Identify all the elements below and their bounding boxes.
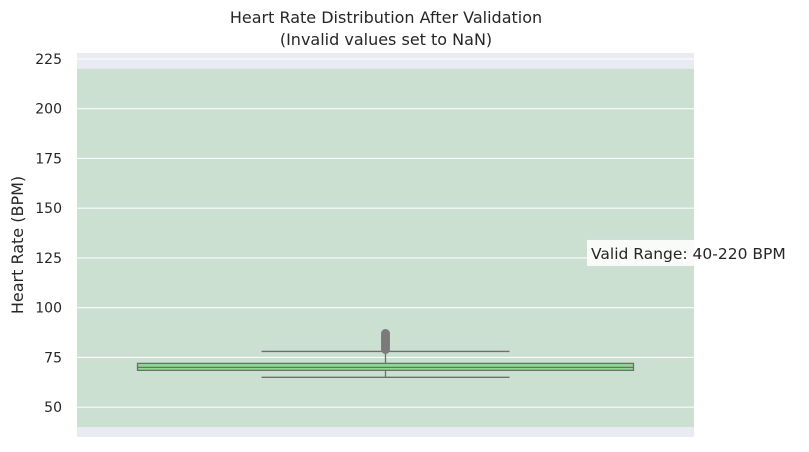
y-tick-label: 150 (35, 201, 62, 217)
y-tick-label: 50 (44, 400, 62, 416)
chart-title: Heart Rate Distribution After Validation (230, 8, 542, 27)
y-tick-label: 125 (35, 251, 62, 267)
y-tick-label: 75 (44, 350, 62, 366)
y-tick-label: 200 (35, 102, 62, 118)
outlier-point (381, 329, 390, 339)
valid-range-label-box (587, 239, 801, 266)
valid-range-label: Valid Range: 40-220 BPM (591, 245, 786, 263)
chart-subtitle: (Invalid values set to NaN) (280, 30, 492, 49)
y-tick-label: 225 (35, 52, 62, 68)
y-tick-label: 100 (35, 301, 62, 317)
y-axis-label: Heart Rate (BPM) (8, 176, 27, 314)
y-tick-label: 175 (35, 151, 62, 167)
